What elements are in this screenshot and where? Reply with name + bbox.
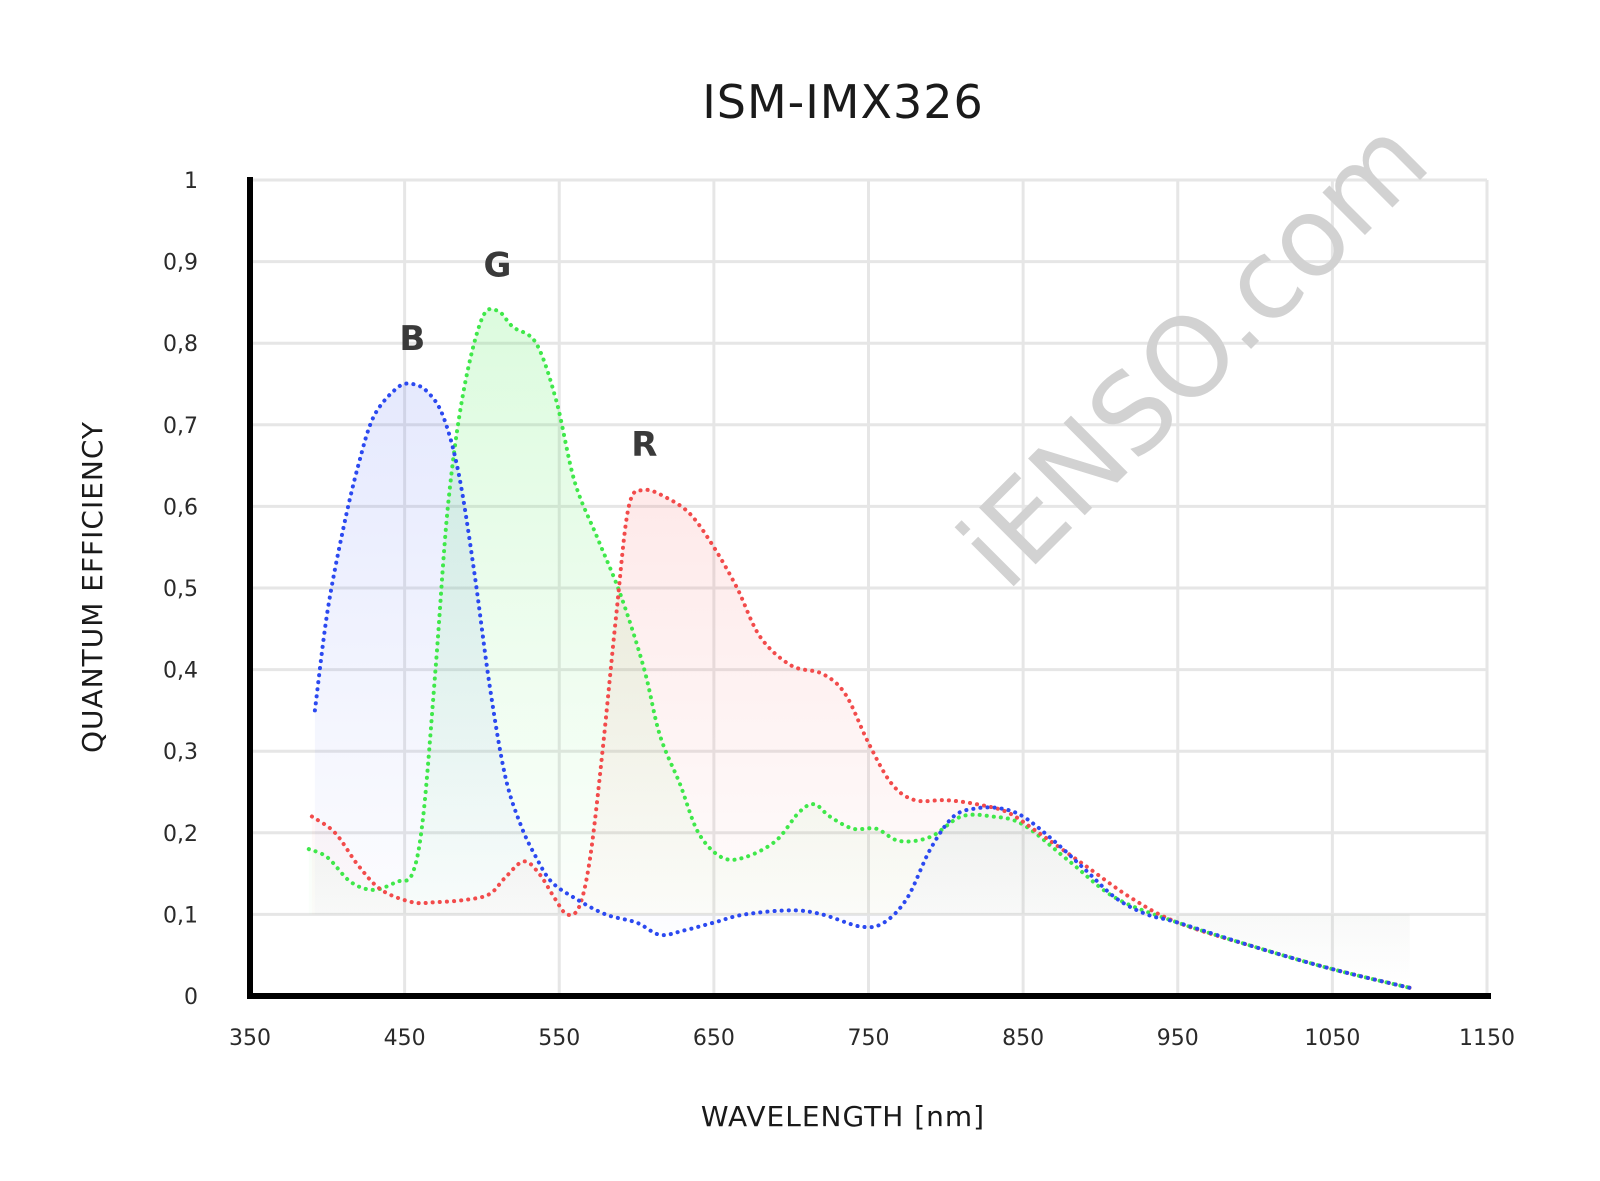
y-tick-label: 0 xyxy=(184,985,198,1010)
y-tick-label: 0,3 xyxy=(163,740,198,765)
x-tick-label: 1150 xyxy=(1459,1026,1515,1051)
x-tick-label: 750 xyxy=(848,1026,890,1051)
series-lines xyxy=(306,306,1412,990)
series-line-r xyxy=(309,487,1412,990)
chart-title: ISM-IMX326 xyxy=(702,75,984,129)
x-tick-label: 850 xyxy=(1002,1026,1044,1051)
series-label-g: G xyxy=(483,246,511,286)
watermark: iENSO.com xyxy=(934,94,1452,612)
y-tick-label: 0,9 xyxy=(163,251,198,276)
x-tick-label: 650 xyxy=(693,1026,735,1051)
y-tick-label: 0,7 xyxy=(163,414,198,439)
series-label-r: R xyxy=(631,425,657,465)
x-tick-label: 350 xyxy=(229,1026,271,1051)
x-tick-label: 550 xyxy=(538,1026,580,1051)
x-tick-label: 950 xyxy=(1157,1026,1199,1051)
y-tick-label: 0,8 xyxy=(163,332,198,357)
series-labels: B G R xyxy=(399,246,657,466)
axes xyxy=(247,177,1491,999)
series-line-b xyxy=(312,381,1412,990)
y-tick-label: 0,4 xyxy=(163,659,198,684)
series-label-b: B xyxy=(399,319,425,359)
x-tick-label: 1050 xyxy=(1304,1026,1360,1051)
series-fill-r xyxy=(311,489,1410,988)
tick-labels: 350 450 550 650 750 850 950 1050 1150 0 0,1 0,2 0,3 0… xyxy=(163,169,1515,1051)
series-fills xyxy=(308,308,1410,988)
x-axis-label: WAVELENGTH [nm] xyxy=(701,1100,985,1133)
y-tick-label: 0,6 xyxy=(163,495,198,520)
y-tick-label: 0,2 xyxy=(163,822,198,847)
y-tick-label: 0,1 xyxy=(163,903,198,928)
y-tick-label: 1 xyxy=(184,169,198,194)
y-tick-label: 0,5 xyxy=(163,577,198,602)
x-tick-label: 450 xyxy=(384,1026,426,1051)
series-line-g xyxy=(306,306,1412,990)
series-fill-g xyxy=(308,308,1410,988)
y-axis-label: QUANTUM EFFICIENCY xyxy=(76,421,109,753)
